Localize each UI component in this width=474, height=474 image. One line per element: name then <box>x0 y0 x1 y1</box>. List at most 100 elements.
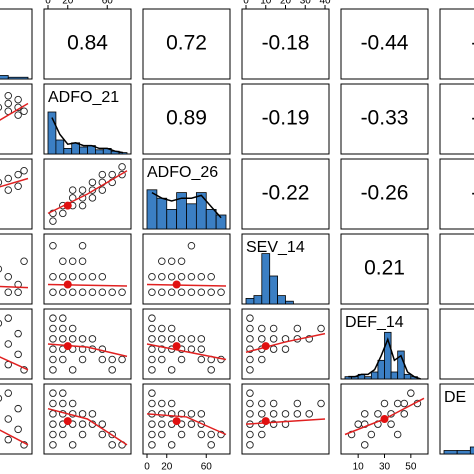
scatter-point <box>293 410 302 418</box>
scatter-point <box>167 399 176 408</box>
scatter-point <box>148 399 156 408</box>
scatter-point <box>0 265 3 273</box>
scatter-point <box>167 273 176 281</box>
scatter-point <box>0 178 3 186</box>
correlation: -0.44 <box>361 32 409 55</box>
histogram-bar <box>253 295 263 305</box>
scatter-point <box>78 288 87 297</box>
correlation: -0. <box>471 32 474 55</box>
histogram-bar <box>364 376 372 380</box>
scatter-point <box>393 430 402 439</box>
scatter-point <box>367 430 376 439</box>
scatter-point <box>207 273 215 281</box>
scatter-point <box>281 410 290 418</box>
scatter-point <box>293 324 302 333</box>
scatter-point <box>108 288 116 297</box>
panel <box>439 233 474 305</box>
scatter-point <box>0 394 3 402</box>
scatter-point <box>167 324 176 333</box>
scatter-point <box>167 410 176 418</box>
scatter-point <box>317 324 325 333</box>
scatter-point <box>197 430 206 439</box>
scatter-point <box>148 345 156 353</box>
tick-label: 10 <box>260 0 272 7</box>
scatter-point <box>59 335 67 343</box>
scatter-point <box>258 399 266 408</box>
scatter-point <box>88 288 97 297</box>
scatter-point <box>4 389 12 397</box>
scatter-point <box>98 186 107 194</box>
fit-line <box>0 356 29 371</box>
panel <box>340 83 429 155</box>
scatter-point <box>108 441 116 449</box>
histogram-bar <box>7 76 29 80</box>
scatter-point <box>4 314 12 322</box>
scatter-point <box>88 178 97 187</box>
fit-line <box>146 413 227 436</box>
panel <box>142 383 231 455</box>
scatter-point <box>187 288 196 297</box>
scatter-point <box>177 257 186 266</box>
scatter-point <box>98 273 107 281</box>
tick-label: 0 <box>144 462 150 473</box>
scatter-point <box>148 420 156 428</box>
scatter-point <box>177 273 186 281</box>
scatter-point <box>258 410 266 418</box>
scatter-point <box>49 314 57 322</box>
scatter-point <box>258 324 266 333</box>
scatter-point <box>4 273 12 281</box>
scatter-point <box>167 366 176 374</box>
scatter-point <box>177 430 186 439</box>
panel <box>142 8 231 80</box>
scatter-point <box>49 217 57 225</box>
scatter-point <box>78 257 87 266</box>
scatter-point <box>217 288 225 297</box>
scatter-point <box>78 241 87 250</box>
scatter-point <box>197 345 206 353</box>
correlation: -0.22 <box>262 182 310 205</box>
mean-point <box>172 280 181 289</box>
fit-line <box>245 332 326 353</box>
scatter-point <box>68 335 77 343</box>
scatter-point <box>246 410 254 418</box>
mean-point <box>261 342 270 351</box>
histogram-bar <box>384 331 392 380</box>
mean-point <box>63 342 72 351</box>
panel <box>142 308 231 380</box>
scatter-point <box>387 420 395 428</box>
correlation: -0. <box>471 182 474 205</box>
scatter-point <box>148 389 156 397</box>
scatter-point <box>158 355 166 364</box>
histogram-bar <box>261 253 271 305</box>
scatter-point <box>88 273 97 281</box>
scatter-point <box>4 186 12 194</box>
scatter-point <box>148 288 156 297</box>
histogram-bar <box>186 203 197 230</box>
tick-label: 0 <box>45 0 51 7</box>
tick-label: 10 <box>353 462 365 473</box>
scatter-point <box>14 329 22 338</box>
scatter-point <box>78 186 87 194</box>
histogram-bar <box>166 208 178 230</box>
histogram-bar <box>443 450 458 455</box>
scatter-point <box>59 257 67 266</box>
scatter-point <box>148 273 156 281</box>
panel <box>340 8 429 80</box>
scatter-point <box>98 420 107 428</box>
tick-label: 0 <box>243 0 249 7</box>
scatter-point <box>14 288 22 297</box>
scatter-point <box>78 420 87 428</box>
histogram-bar <box>195 192 207 230</box>
scatter-point <box>167 288 176 297</box>
scatter-point <box>158 399 166 408</box>
scatter-point <box>59 324 67 333</box>
panel <box>439 158 474 230</box>
histogram-bar <box>55 139 65 155</box>
scatter-point <box>400 399 409 408</box>
scatter-point <box>49 241 57 250</box>
scatter-point <box>407 389 415 397</box>
fit-line <box>47 407 128 446</box>
scatter-point <box>148 324 156 333</box>
mean-point <box>172 342 181 351</box>
